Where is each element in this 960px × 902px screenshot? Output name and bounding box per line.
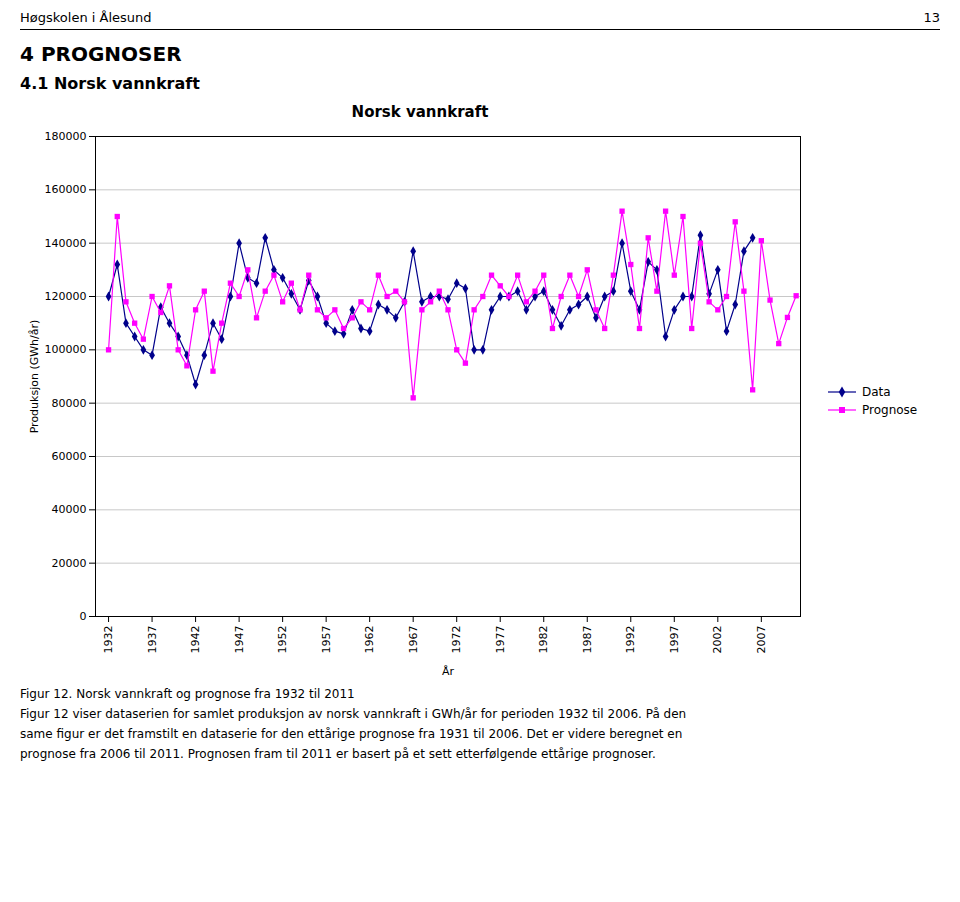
html-text:prognose fra 2006 til 2011. Pr: prognose fra 2006 til 2011. Prognosen fr… (20, 747, 656, 761)
svg-text:1977: 1977 (494, 626, 507, 654)
svg-text:2007: 2007 (755, 626, 768, 654)
svg-text:100000: 100000 (45, 343, 87, 356)
svg-text:180000: 180000 (45, 130, 87, 143)
svg-text:1997: 1997 (668, 626, 681, 654)
svg-text:1987: 1987 (581, 626, 594, 654)
svg-text:1932: 1932 (102, 626, 115, 654)
svg-text:2002: 2002 (711, 626, 724, 654)
svg-text:60000: 60000 (52, 450, 87, 463)
html-text:13: 13 (923, 10, 940, 25)
svg-text:140000: 140000 (45, 237, 87, 250)
html-text:4 PROGNOSER: 4 PROGNOSER (20, 42, 182, 66)
svg-text:80000: 80000 (52, 397, 87, 410)
svg-text:1937: 1937 (146, 626, 159, 654)
html-text:Norsk vannkraft: Norsk vannkraft (351, 103, 489, 121)
html-text:Figur 12 viser dataserien for: Figur 12 viser dataserien for samlet pro… (20, 707, 687, 721)
svg-text:120000: 120000 (45, 290, 87, 303)
svg-text:160000: 160000 (45, 183, 87, 196)
svg-text:1972: 1972 (450, 626, 463, 654)
svg-text:1947: 1947 (233, 626, 246, 654)
html-text:Prognose: Prognose (862, 403, 918, 417)
svg-text:År: År (442, 665, 455, 678)
svg-text:1967: 1967 (407, 626, 420, 654)
svg-text:1992: 1992 (624, 626, 637, 654)
svg-text:1952: 1952 (276, 626, 289, 654)
svg-text:1982: 1982 (537, 626, 550, 654)
html-text:Data: Data (862, 385, 891, 399)
svg-text:1962: 1962 (363, 626, 376, 654)
svg-text:Produksjon (GWh/år): Produksjon (GWh/år) (28, 320, 41, 434)
html-text:Figur 12. Norsk vannkraft og p: Figur 12. Norsk vannkraft og prognose fr… (20, 687, 355, 701)
svg-text:20000: 20000 (52, 557, 87, 570)
html-text:Høgskolen i Ålesund: Høgskolen i Ålesund (20, 10, 152, 25)
html-text:4.1 Norsk vannkraft: 4.1 Norsk vannkraft (20, 74, 200, 93)
svg-text:1957: 1957 (320, 626, 333, 654)
svg-text:40000: 40000 (52, 503, 87, 516)
svg-text:1942: 1942 (189, 626, 202, 654)
html-text:same figur er det framstilt en: same figur er det framstilt en dataserie… (20, 727, 683, 741)
svg-text:0: 0 (80, 610, 87, 623)
